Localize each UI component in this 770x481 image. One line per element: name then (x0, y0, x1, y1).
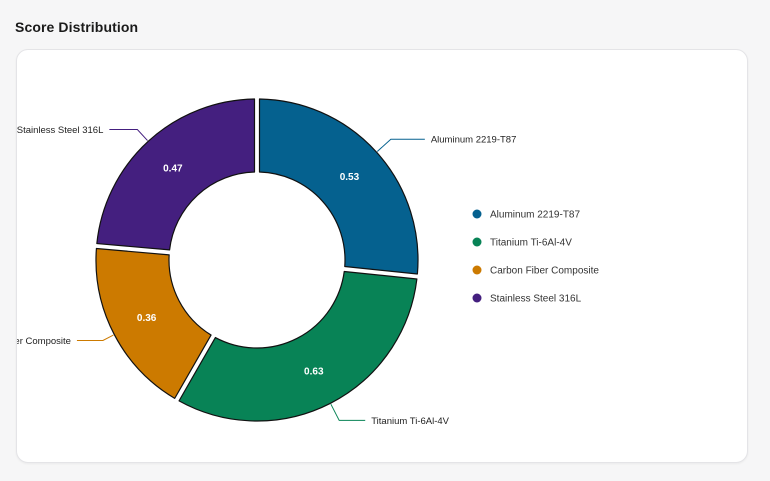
slice-value-aluminum-2219-t87: 0.53 (340, 172, 360, 183)
chart-card: 0.53 0.63 0.36 0.47 Aluminum 2219-T87 Titani… (16, 49, 748, 463)
legend-label-aluminum-2219-t87: Aluminum 2219-T87 (490, 210, 580, 221)
callout-label-titanium-ti-6al-4v: Titanium Ti-6Al-4V (371, 416, 449, 427)
legend-swatch-titanium-ti-6al-4v (472, 237, 482, 247)
legend-swatch-carbon-fiber-composite (472, 265, 482, 275)
chart-title: Score Distribution (15, 19, 139, 35)
callout-label-carbon-fiber-composite: Carbon Fiber Composite (17, 336, 71, 347)
legend-item-stainless-steel-316l[interactable]: Stainless Steel 316L (472, 293, 582, 305)
legend-label-titanium-ti-6al-4v: Titanium Ti-6Al-4V (490, 238, 572, 249)
callout-line-aluminum-2219-t87 (376, 138, 425, 152)
callout-label-aluminum-2219-t87: Aluminum 2219-T87 (431, 135, 517, 146)
legend-item-aluminum-2219-t87[interactable]: Aluminum 2219-T87 (472, 209, 581, 221)
callout-line-carbon-fiber-composite (76, 334, 114, 342)
slice-value-titanium-ti-6al-4v: 0.63 (304, 366, 324, 377)
callout-label-stainless-steel-316l: Stainless Steel 316L (17, 125, 103, 136)
legend: Aluminum 2219-T87 Titanium Ti-6Al-4V Carbo… (472, 209, 600, 305)
legend-swatch-stainless-steel-316l (472, 293, 482, 303)
donut-chart: 0.53 0.63 0.36 0.47 Aluminum 2219-T87 Titani… (17, 98, 600, 427)
callout-line-stainless-steel-316l (109, 128, 148, 141)
legend-item-titanium-ti-6al-4v[interactable]: Titanium Ti-6Al-4V (472, 237, 573, 249)
slice-carbon-fiber-composite[interactable] (95, 247, 212, 399)
legend-swatch-aluminum-2219-t87 (472, 209, 482, 219)
callout-line-titanium-ti-6al-4v (330, 403, 366, 421)
slice-stainless-steel-316l[interactable] (96, 98, 256, 251)
slice-titanium-ti-6al-4v[interactable] (178, 270, 418, 422)
legend-label-carbon-fiber-composite: Carbon Fiber Composite (490, 266, 599, 277)
slice-value-stainless-steel-316l: 0.47 (163, 164, 183, 175)
slice-aluminum-2219-t87[interactable] (258, 98, 419, 275)
legend-item-carbon-fiber-composite[interactable]: Carbon Fiber Composite (472, 265, 600, 277)
slice-value-carbon-fiber-composite: 0.36 (137, 313, 157, 324)
legend-label-stainless-steel-316l: Stainless Steel 316L (490, 294, 582, 305)
